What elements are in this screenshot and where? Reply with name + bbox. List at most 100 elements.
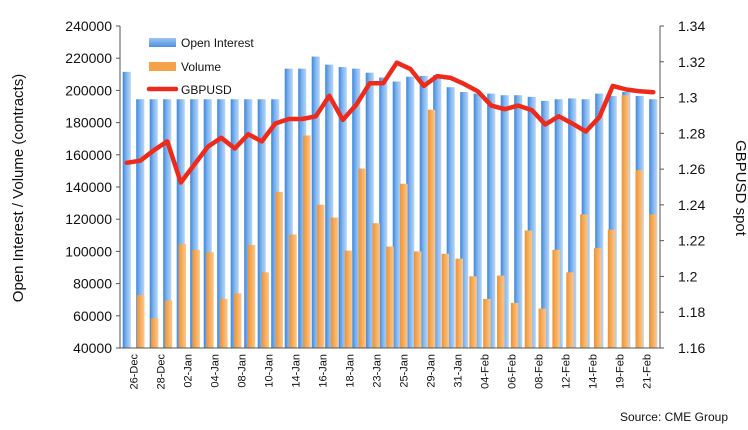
right-tick-label-3: 1.22 <box>678 233 705 249</box>
x-tick-label-14: 06-Feb <box>507 354 519 389</box>
volume-bar-13 <box>303 135 311 348</box>
legend-label-gbpusd: GBPUSD <box>181 83 232 97</box>
left-tick-label-3: 100000 <box>65 243 112 259</box>
x-tick-label-8: 18-Jan <box>345 354 357 388</box>
left-tick-label-1: 60000 <box>73 308 112 324</box>
open-interest-bar-15 <box>325 64 334 348</box>
volume-bar-29 <box>524 230 533 348</box>
legend: Open Interest Volume GBPUSD <box>146 36 254 97</box>
volume-bar-4 <box>178 244 187 348</box>
volume-bar-10 <box>261 272 270 348</box>
open-interest-bar-10 <box>257 99 266 348</box>
right-tick-label-1: 1.18 <box>678 304 705 320</box>
left-tick-label-6: 160000 <box>65 147 112 163</box>
volume-bar-24 <box>455 258 463 348</box>
x-tick-label-0: 26-Dec <box>129 354 141 390</box>
x-tick-label-15: 08-Feb <box>534 354 546 389</box>
x-tick-label-13: 04-Feb <box>480 354 492 389</box>
volume-bar-36 <box>621 95 630 348</box>
open-interest-bar-11 <box>271 99 280 348</box>
open-interest-bar-32 <box>554 99 563 348</box>
right-tick-label-0: 1.16 <box>678 340 705 356</box>
volume-bar-33 <box>580 214 588 348</box>
open-interest-bar-8 <box>230 99 239 348</box>
left-tick-label-10: 240000 <box>65 18 112 34</box>
open-interest-bar-9 <box>244 99 253 348</box>
open-interest-bar-4 <box>176 99 185 348</box>
volume-bar-37 <box>635 170 643 348</box>
left-tick-label-9: 220000 <box>65 50 112 66</box>
right-tick-label-5: 1.26 <box>678 161 705 177</box>
volume-bar-20 <box>400 183 408 348</box>
open-interest-bar-5 <box>190 99 199 348</box>
open-interest-bar-21 <box>406 76 415 348</box>
volume-bar-27 <box>497 275 505 348</box>
x-tick-label-17: 14-Feb <box>588 354 600 389</box>
open-interest-bar-7 <box>217 99 226 348</box>
left-tick-label-0: 40000 <box>73 340 112 356</box>
volume-bar-31 <box>552 249 560 348</box>
x-tick-label-1: 28-Dec <box>156 354 168 390</box>
open-interest-bar-17 <box>352 68 361 348</box>
open-interest-bar-19 <box>379 77 388 349</box>
open-interest-bar-22 <box>419 75 428 348</box>
legend-label-open-interest: Open Interest <box>181 36 254 50</box>
open-interest-bar-29 <box>514 95 523 348</box>
right-tick-label-4: 1.24 <box>678 197 705 213</box>
volume-bar-12 <box>289 234 297 348</box>
open-interest-bar-33 <box>568 98 577 348</box>
x-tick-label-2: 02-Jan <box>183 354 195 388</box>
open-interest-bar-13 <box>298 68 307 348</box>
legend-label-volume: Volume <box>181 60 221 74</box>
volume-bar-3 <box>164 300 173 348</box>
volume-bar-2 <box>150 318 159 348</box>
right-tick-label-8: 1.32 <box>678 54 705 70</box>
left-axis-title: Open Interest / Volume (contracts) <box>10 74 27 302</box>
volume-bar-5 <box>192 249 200 348</box>
x-axis-ticks: 26-Dec 28-Dec 02-Jan 04-Jan 08-Jan 10-Jan 14-J… <box>129 354 654 390</box>
right-axis-title: GBPUSD spot <box>732 140 748 237</box>
open-interest-bar-24 <box>446 87 455 349</box>
open-interest-bar-3 <box>163 99 172 348</box>
left-tick-label-8: 200000 <box>65 82 112 98</box>
open-interest-bar-27 <box>487 93 496 349</box>
volume-bar-22 <box>427 109 436 348</box>
open-interest-bar-2 <box>149 99 158 348</box>
right-axis-ticks: 1.16 1.18 1.2 1.22 1.24 1.26 1.28 1.3 1.32 1.34 <box>660 18 705 356</box>
x-tick-label-19: 21-Feb <box>642 354 654 389</box>
volume-bar-16 <box>344 250 353 348</box>
x-tick-label-12: 31-Jan <box>453 354 465 388</box>
volume-bar-11 <box>275 191 283 348</box>
volume-bar-18 <box>372 223 380 348</box>
volume-bar-28 <box>510 302 519 348</box>
open-interest-bar-16 <box>338 67 347 349</box>
volume-bar-6 <box>206 252 214 348</box>
open-interest-bar-6 <box>203 99 212 348</box>
open-interest-bar-0 <box>122 71 131 348</box>
volume-bars <box>137 95 657 348</box>
left-tick-label-5: 140000 <box>65 179 112 195</box>
open-interest-bar-28 <box>500 95 509 348</box>
x-tick-label-6: 14-Jan <box>291 354 303 388</box>
x-tick-label-10: 25-Jan <box>399 354 411 388</box>
volume-bar-30 <box>538 308 547 348</box>
open-interest-bar-18 <box>365 72 374 348</box>
volume-bar-7 <box>220 298 228 348</box>
left-tick-label-7: 180000 <box>65 115 112 131</box>
x-tick-label-3: 04-Jan <box>210 354 222 388</box>
volume-bar-34 <box>593 248 602 348</box>
open-interest-bar-30 <box>527 96 536 348</box>
right-tick-label-6: 1.28 <box>678 125 705 141</box>
x-tick-label-5: 10-Jan <box>264 354 276 388</box>
open-interest-bar-31 <box>541 100 550 349</box>
left-tick-label-2: 80000 <box>73 276 112 292</box>
gbpusd-line <box>124 60 656 185</box>
open-interest-bar-1 <box>136 99 145 348</box>
x-tick-label-4: 08-Jan <box>237 354 249 388</box>
x-tick-label-9: 23-Jan <box>372 354 384 388</box>
legend-swatch-open-interest <box>149 38 176 47</box>
right-tick-label-9: 1.34 <box>678 18 705 34</box>
x-tick-label-16: 12-Feb <box>561 354 573 389</box>
x-tick-label-7: 16-Jan <box>318 354 330 388</box>
volume-bar-14 <box>317 204 325 348</box>
